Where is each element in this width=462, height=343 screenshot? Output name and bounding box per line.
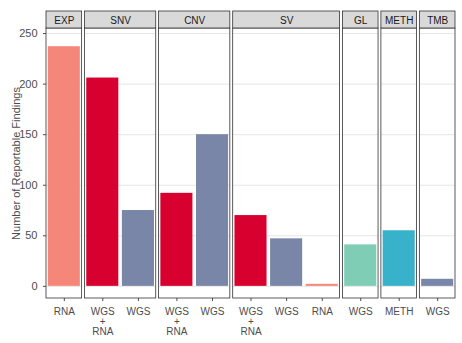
svg-text:WGS+RNA: WGS+RNA [239, 306, 263, 337]
svg-text:METH: METH [385, 306, 413, 317]
svg-text:RNA: RNA [312, 306, 333, 317]
svg-text:Number of Reportable Findings: Number of Reportable Findings [10, 87, 22, 240]
svg-text:METH: METH [385, 15, 413, 26]
svg-text:WGS: WGS [126, 306, 150, 317]
svg-text:WGS+RNA: WGS+RNA [91, 306, 115, 337]
svg-text:CNV: CNV [184, 15, 205, 26]
svg-text:250: 250 [19, 27, 37, 39]
svg-text:50: 50 [25, 229, 37, 241]
svg-text:WGS: WGS [349, 306, 373, 317]
svg-text:200: 200 [19, 77, 38, 90]
html-text:B: B [6, 1, 17, 18]
svg-text:TMB: TMB [427, 15, 448, 26]
svg-text:WGS+RNA: WGS+RNA [165, 306, 189, 337]
svg-text:WGS: WGS [426, 306, 450, 317]
svg-text:SV: SV [280, 15, 294, 26]
svg-text:EXP: EXP [54, 15, 74, 26]
svg-text:150: 150 [19, 128, 38, 141]
svg-text:100: 100 [19, 178, 38, 191]
svg-text:WGS: WGS [201, 306, 225, 317]
svg-text:WGS: WGS [275, 306, 299, 317]
svg-text:RNA: RNA [54, 306, 75, 317]
svg-text:SNV: SNV [110, 15, 131, 26]
svg-text:0: 0 [31, 280, 37, 292]
svg-text:GL: GL [354, 15, 368, 26]
